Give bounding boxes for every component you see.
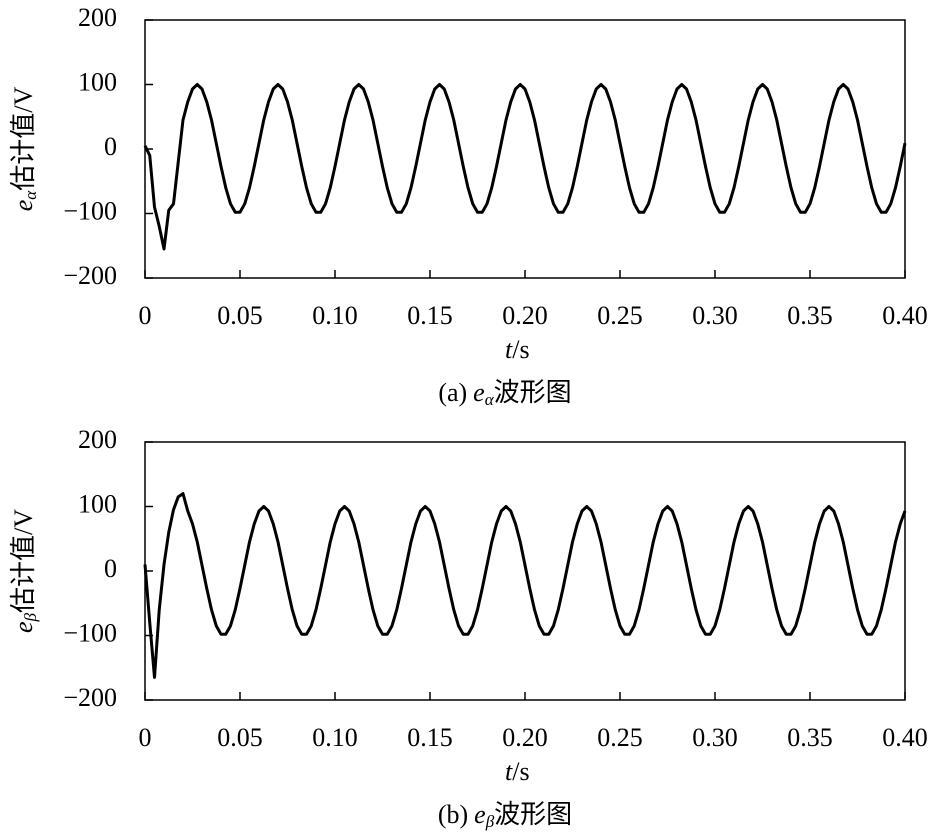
x-tick-label: 0.10: [312, 723, 358, 752]
x-tick-label: 0.10: [312, 301, 358, 330]
y-tick-label: 200: [78, 3, 117, 32]
x-axis-label: t/s: [505, 757, 530, 786]
x-label-var: t: [505, 757, 513, 786]
x-label-var: t: [505, 335, 513, 364]
x-tick-label: 0.30: [692, 723, 738, 752]
caption: (b) eβ波形图: [438, 800, 572, 831]
x-tick-label: 0.05: [217, 723, 263, 752]
x-tick-label: 0.25: [597, 301, 643, 330]
y-axis-label: eβ估计值/V: [9, 509, 40, 633]
caption-var: e: [474, 800, 486, 829]
x-tick-label: 0: [139, 301, 152, 330]
caption-var: e: [473, 378, 485, 407]
y-tick-label: −200: [63, 683, 117, 712]
subplot: −200 −100 0 100 200 0 0.05 0.10 0.15 0.20 0.25 0.30…: [9, 3, 928, 409]
y-tick-label: −100: [63, 618, 117, 647]
caption-text: 波形图: [494, 378, 572, 407]
x-label-unit: /s: [512, 757, 529, 786]
caption: (a) eα波形图: [438, 378, 571, 409]
x-tick-label: 0.40: [882, 301, 928, 330]
x-tick-label: 0.15: [407, 301, 453, 330]
y-label-var: e: [9, 200, 38, 212]
x-tick-label: 0.30: [692, 301, 738, 330]
x-tick-label: 0.25: [597, 723, 643, 752]
y-tick-label: 100: [78, 489, 117, 518]
x-tick-label: 0.40: [882, 723, 928, 752]
data-line: [143, 492, 907, 679]
y-tick-label: 200: [78, 425, 117, 454]
x-tick-label: 0.20: [502, 301, 548, 330]
data-line: [143, 83, 907, 251]
x-label-unit: /s: [512, 335, 529, 364]
caption-sub: α: [485, 390, 495, 409]
x-axis-label: t/s: [505, 335, 530, 364]
caption-prefix: (b): [438, 800, 468, 829]
x-tick-label: 0.20: [502, 723, 548, 752]
caption-text: 波形图: [494, 800, 572, 829]
caption-sub: β: [485, 812, 495, 831]
caption-prefix: (a): [438, 378, 467, 407]
x-tick-label: 0: [139, 723, 152, 752]
subplot: −200 −100 0 100 200 0 0.05 0.10 0.15 0.20 0.25 0.30…: [9, 425, 928, 831]
y-axis-label: eα估计值/V: [9, 87, 40, 212]
x-tick-label: 0.15: [407, 723, 453, 752]
y-tick-label: 0: [104, 554, 117, 583]
y-label-sub: α: [21, 190, 40, 200]
y-tick-label: −200: [63, 261, 117, 290]
y-label-text: 估计值/V: [9, 87, 38, 191]
x-tick-label: 0.35: [787, 301, 833, 330]
y-label-sub: β: [21, 612, 40, 622]
x-tick-label: 0.35: [787, 723, 833, 752]
y-tick-label: 0: [104, 132, 117, 161]
y-tick-label: −100: [63, 196, 117, 225]
y-label-var: e: [9, 621, 38, 633]
y-tick-label: 100: [78, 67, 117, 96]
y-label-text: 估计值/V: [9, 509, 38, 613]
x-tick-label: 0.05: [217, 301, 263, 330]
